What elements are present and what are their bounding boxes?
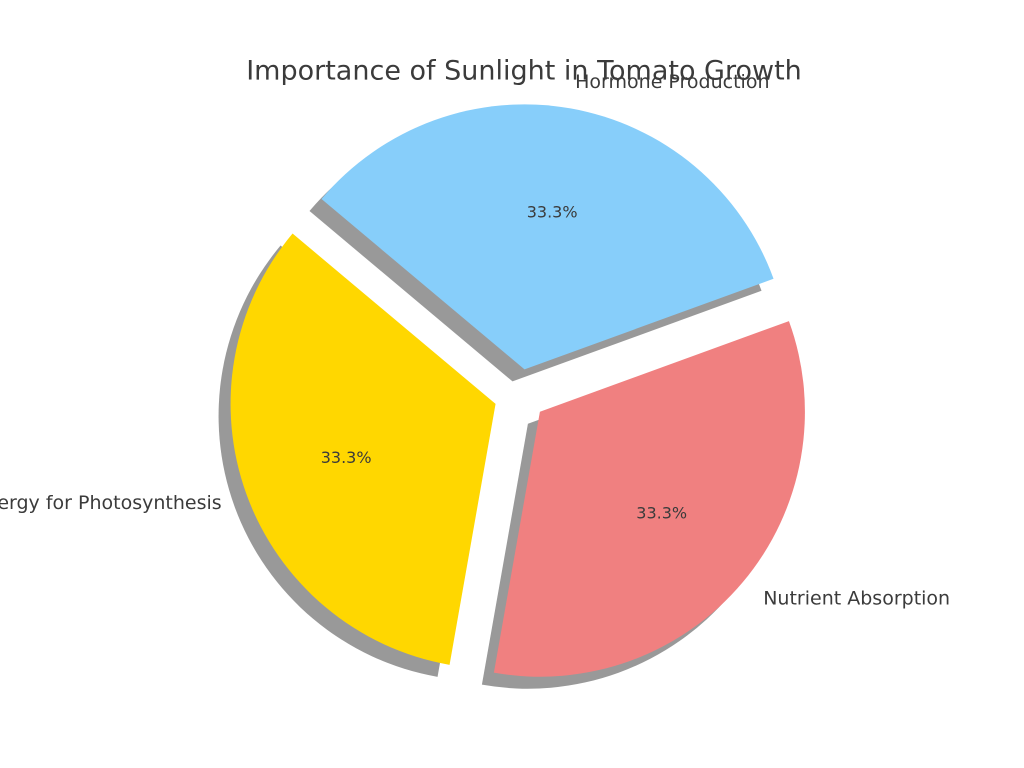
pie-slice bbox=[493, 321, 805, 677]
slice-label: Energy for Photosynthesis bbox=[0, 492, 222, 514]
value-label: 33.3% bbox=[527, 202, 578, 221]
slice-label: Nutrient Absorption bbox=[763, 588, 950, 610]
value-label: 33.3% bbox=[636, 503, 687, 522]
chart-title: Importance of Sunlight in Tomato Growth bbox=[246, 56, 802, 87]
value-label: 33.3% bbox=[321, 448, 372, 467]
slice-label: Hormone Production bbox=[575, 71, 769, 93]
pie-slice bbox=[321, 104, 774, 370]
pie-slice bbox=[230, 233, 496, 665]
